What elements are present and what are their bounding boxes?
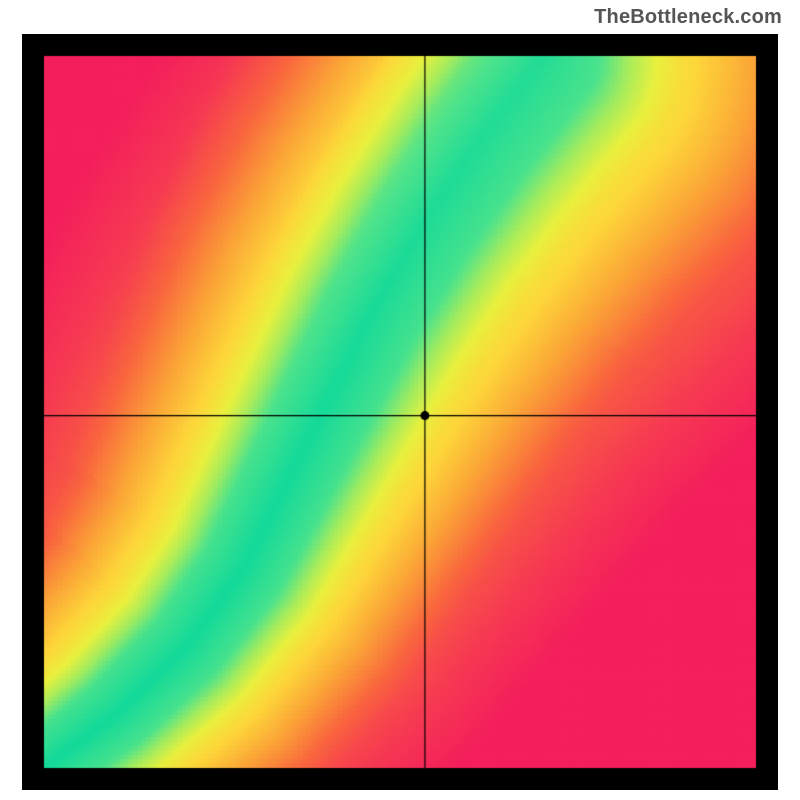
- watermark-text: TheBottleneck.com: [594, 6, 782, 29]
- bottleneck-heatmap: [22, 34, 778, 790]
- chart-container: TheBottleneck.com: [0, 0, 800, 800]
